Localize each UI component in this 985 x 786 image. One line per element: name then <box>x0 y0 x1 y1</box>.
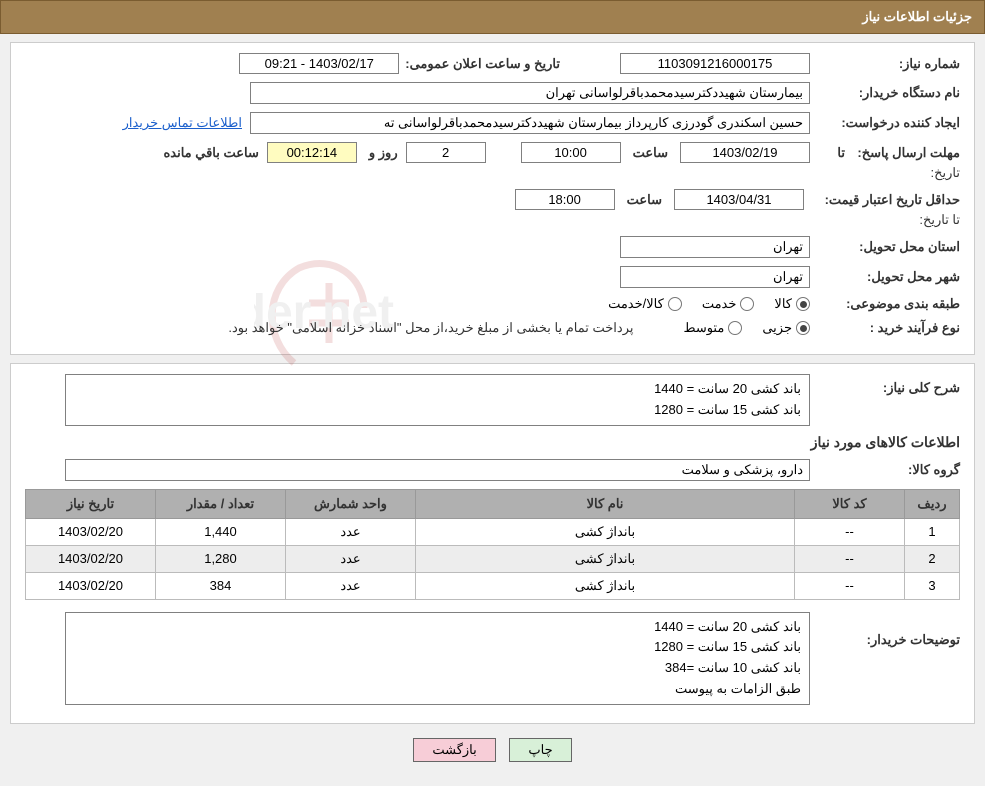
buyer-contact-link[interactable]: اطلاعات تماس خریدار <box>123 115 242 131</box>
info-panel: AriaTender.net شماره نیاز: 1103091216000… <box>10 42 975 355</box>
buyer-notes-textarea: باند کشی 20 سانت = 1440 باند کشی 15 سانت… <box>65 612 810 705</box>
validity-date-field: 1403/04/31 <box>674 189 804 210</box>
to-date-word-2: تا تاریخ: <box>810 212 960 228</box>
table-cell: 1403/02/20 <box>26 572 156 599</box>
city-field: تهران <box>620 266 810 288</box>
table-cell: 1403/02/20 <box>26 518 156 545</box>
col-name: نام کالا <box>416 489 795 518</box>
page-header: جزئیات اطلاعات نیاز <box>0 0 985 34</box>
col-unit: واحد شمارش <box>286 489 416 518</box>
table-cell: عدد <box>286 572 416 599</box>
col-date: تاریخ نیاز <box>26 489 156 518</box>
province-field: تهران <box>620 236 810 258</box>
table-cell: عدد <box>286 518 416 545</box>
table-cell: -- <box>795 518 905 545</box>
page-title: جزئیات اطلاعات نیاز <box>862 9 972 24</box>
to-date-word-1: تاریخ: <box>810 165 960 181</box>
table-cell: 1403/02/20 <box>26 545 156 572</box>
time-left-field: 00:12:14 <box>267 142 357 163</box>
days-word: روز و <box>363 145 398 161</box>
buyer-org-field: بیمارستان شهیددکترسیدمحمدباقرلواسانی تهر… <box>250 82 810 104</box>
button-row: چاپ بازگشت <box>0 724 985 776</box>
purchase-type-label: نوع فرآیند خرید : <box>810 320 960 336</box>
need-no-label: شماره نیاز: <box>810 56 960 72</box>
group-label: گروه کالا: <box>810 462 960 478</box>
to-label-1: تا <box>810 145 845 161</box>
province-label: استان محل تحویل: <box>810 239 960 255</box>
group-field: دارو، پزشکی و سلامت <box>65 459 810 481</box>
response-hour-field: 10:00 <box>521 142 621 163</box>
back-button[interactable]: بازگشت <box>413 738 495 762</box>
table-cell: بانداژ کشی <box>416 545 795 572</box>
table-cell: بانداژ کشی <box>416 572 795 599</box>
items-heading: اطلاعات کالاهای مورد نیاز <box>25 434 960 451</box>
category-label: طبقه بندی موضوعی: <box>810 296 960 312</box>
hour-label-1: ساعت <box>627 145 668 161</box>
table-row: 3--بانداژ کشیعدد3841403/02/20 <box>26 572 960 599</box>
radio-medium[interactable]: متوسط <box>683 320 742 336</box>
col-qty: تعداد / مقدار <box>156 489 286 518</box>
radio-dot-icon <box>796 297 810 311</box>
items-table: ردیف کد کالا نام کالا واحد شمارش تعداد /… <box>25 489 960 600</box>
need-no-field: 1103091216000175 <box>620 53 810 74</box>
hour-label-2: ساعت <box>621 192 662 208</box>
city-label: شهر محل تحویل: <box>810 269 960 285</box>
validity-label: حداقل تاریخ اعتبار قیمت: <box>810 192 960 208</box>
radio-minor[interactable]: جزیی <box>762 320 810 336</box>
col-row: ردیف <box>905 489 960 518</box>
table-cell: 1,440 <box>156 518 286 545</box>
table-row: 2--بانداژ کشیعدد1,2801403/02/20 <box>26 545 960 572</box>
response-due-label: مهلت ارسال پاسخ: <box>845 145 960 161</box>
requester-field: حسین اسکندری گودرزی کارپرداز بیمارستان ش… <box>250 112 810 134</box>
response-date-field: 1403/02/19 <box>680 142 810 163</box>
table-cell: 1,280 <box>156 545 286 572</box>
radio-dot-icon <box>796 321 810 335</box>
requester-label: ایجاد کننده درخواست: <box>810 115 960 131</box>
announce-label: تاریخ و ساعت اعلان عمومی: <box>399 56 560 72</box>
table-cell: 3 <box>905 572 960 599</box>
col-code: کد کالا <box>795 489 905 518</box>
summary-label: شرح کلی نیاز: <box>810 374 960 396</box>
time-left-word: ساعت باقي مانده <box>157 145 258 161</box>
radio-service[interactable]: خدمت <box>702 296 755 312</box>
radio-goods[interactable]: کالا <box>774 296 810 312</box>
table-cell: -- <box>795 545 905 572</box>
announce-field: 1403/02/17 - 09:21 <box>239 53 399 74</box>
radio-dot-icon <box>728 321 742 335</box>
payment-note: پرداخت تمام یا بخشی از مبلغ خرید،از محل … <box>228 320 633 336</box>
print-button[interactable]: چاپ <box>509 738 571 762</box>
table-cell: -- <box>795 572 905 599</box>
table-header-row: ردیف کد کالا نام کالا واحد شمارش تعداد /… <box>26 489 960 518</box>
buyer-org-label: نام دستگاه خریدار: <box>810 85 960 101</box>
table-cell: بانداژ کشی <box>416 518 795 545</box>
table-cell: 2 <box>905 545 960 572</box>
table-cell: 384 <box>156 572 286 599</box>
validity-hour-field: 18:00 <box>515 189 615 210</box>
table-row: 1--بانداژ کشیعدد1,4401403/02/20 <box>26 518 960 545</box>
radio-dot-icon <box>740 297 754 311</box>
radio-goods-service[interactable]: کالا/خدمت <box>608 296 682 312</box>
need-panel: شرح کلی نیاز: باند کشی 20 سانت = 1440 با… <box>10 363 975 724</box>
radio-dot-icon <box>668 297 682 311</box>
table-cell: 1 <box>905 518 960 545</box>
table-cell: عدد <box>286 545 416 572</box>
days-left-field: 2 <box>406 142 486 163</box>
summary-textarea: باند کشی 20 سانت = 1440 باند کشی 15 سانت… <box>65 374 810 426</box>
buyer-notes-label: توضیحات خریدار: <box>810 612 960 648</box>
